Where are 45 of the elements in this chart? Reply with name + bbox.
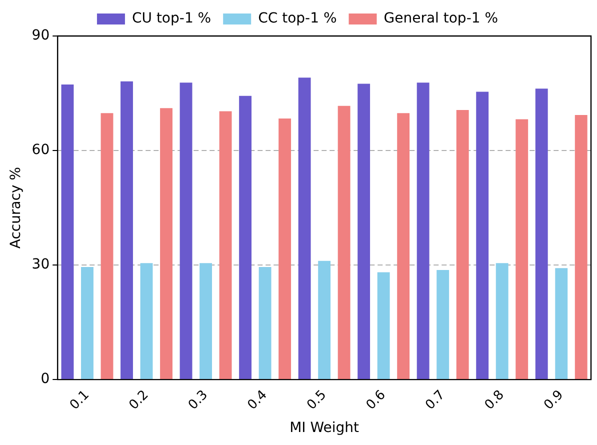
y-tick-label: 60 <box>32 142 50 158</box>
bar <box>81 266 94 380</box>
x-tick-label: 0.6 <box>364 388 389 413</box>
legend-label: CC top-1 % <box>258 10 337 27</box>
bar <box>397 113 410 380</box>
bar <box>318 260 331 380</box>
bar <box>496 263 508 380</box>
x-tick-label: 0.5 <box>304 388 330 413</box>
y-axis-title: Accuracy % <box>8 166 24 249</box>
bar <box>555 268 568 380</box>
bar <box>476 92 489 380</box>
x-axis-title: MI Weight <box>290 420 360 436</box>
bar <box>258 266 272 380</box>
bar <box>140 263 153 380</box>
bar <box>200 263 212 380</box>
bar <box>278 118 292 380</box>
bar <box>574 115 588 380</box>
bar <box>160 108 172 380</box>
y-tick-label: 0 <box>40 371 50 388</box>
bar <box>516 119 528 380</box>
bar <box>219 111 232 380</box>
x-tick-label: 0.3 <box>186 388 211 413</box>
bar <box>358 84 370 380</box>
legend-label: General top-1 % <box>384 10 498 27</box>
bar <box>456 110 469 380</box>
bar <box>298 78 311 380</box>
bar <box>120 81 133 380</box>
x-tick-label: 0.4 <box>245 388 270 413</box>
bar <box>239 96 252 380</box>
x-tick-label: 0.9 <box>541 388 567 413</box>
bar <box>61 84 74 380</box>
y-tick-label: 90 <box>32 28 50 44</box>
bar <box>436 270 450 380</box>
legend-label: CU top-1 % <box>132 10 212 27</box>
bar <box>377 272 390 380</box>
bar <box>416 82 430 380</box>
x-tick-label: 0.8 <box>482 388 508 413</box>
bar <box>180 82 192 380</box>
x-tick-label: 0.1 <box>67 388 92 413</box>
bar <box>100 113 114 380</box>
y-tick-label: 30 <box>32 256 50 273</box>
x-tick-label: 0.7 <box>422 388 448 413</box>
bar <box>535 88 548 380</box>
x-tick-label: 0.2 <box>126 388 152 413</box>
bar <box>338 106 350 380</box>
